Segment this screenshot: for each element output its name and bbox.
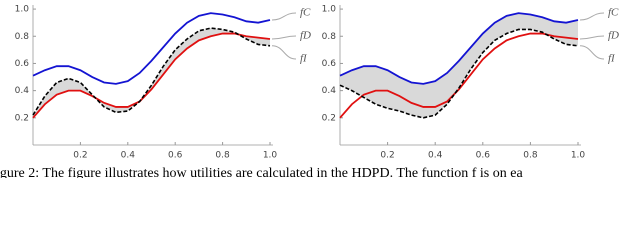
series-line bbox=[339, 28, 579, 119]
y-tick-label: 1.0 bbox=[15, 5, 30, 15]
y-tick-label: 0.8 bbox=[15, 32, 30, 42]
y-tick-label: 0.6 bbox=[322, 59, 337, 69]
series-label: fC bbox=[608, 7, 619, 19]
series-label: fI bbox=[608, 53, 616, 65]
series-label: fC bbox=[300, 7, 311, 19]
y-tick-label: 0.6 bbox=[15, 59, 30, 69]
x-tick-label: 0.6 bbox=[168, 151, 183, 161]
series-line bbox=[339, 12, 579, 85]
series-line bbox=[32, 32, 271, 119]
y-tick-label: 0.2 bbox=[15, 113, 29, 123]
y-tick-label: 0.4 bbox=[322, 86, 337, 96]
y-tick-label: 0.2 bbox=[322, 113, 336, 123]
figure: igure 2: The figure illustrates how util… bbox=[0, 5, 619, 178]
y-tick-label: 0.8 bbox=[322, 32, 337, 42]
x-tick-label: 1.0 bbox=[571, 151, 586, 161]
series-label: fD bbox=[608, 30, 619, 42]
x-tick-label: 0.6 bbox=[476, 151, 491, 161]
series-line bbox=[339, 32, 579, 119]
x-tick-label: 1.0 bbox=[263, 151, 278, 161]
label-leader bbox=[579, 45, 605, 60]
x-tick-label: 0.8 bbox=[523, 151, 538, 161]
y-tick-label: 0.4 bbox=[15, 86, 30, 96]
caption: igure 2: The figure illustrates how util… bbox=[0, 166, 523, 178]
label-leader bbox=[579, 35, 605, 40]
label-leader bbox=[271, 12, 297, 21]
series-line bbox=[32, 12, 271, 85]
x-tick-label: 0.4 bbox=[121, 151, 136, 161]
y-tick-label: 1.0 bbox=[322, 5, 337, 15]
label-leader bbox=[579, 12, 605, 21]
x-tick-label: 0.2 bbox=[380, 151, 394, 161]
label-leader bbox=[271, 35, 297, 40]
shaded-region bbox=[33, 28, 270, 118]
series-line bbox=[32, 27, 271, 116]
x-tick-label: 0.8 bbox=[215, 151, 230, 161]
series-label: fD bbox=[300, 30, 311, 42]
label-leader bbox=[271, 45, 297, 60]
shaded-region bbox=[340, 13, 578, 118]
x-tick-label: 0.2 bbox=[73, 151, 87, 161]
x-tick-label: 0.4 bbox=[428, 151, 443, 161]
series-label: fI bbox=[300, 53, 308, 65]
